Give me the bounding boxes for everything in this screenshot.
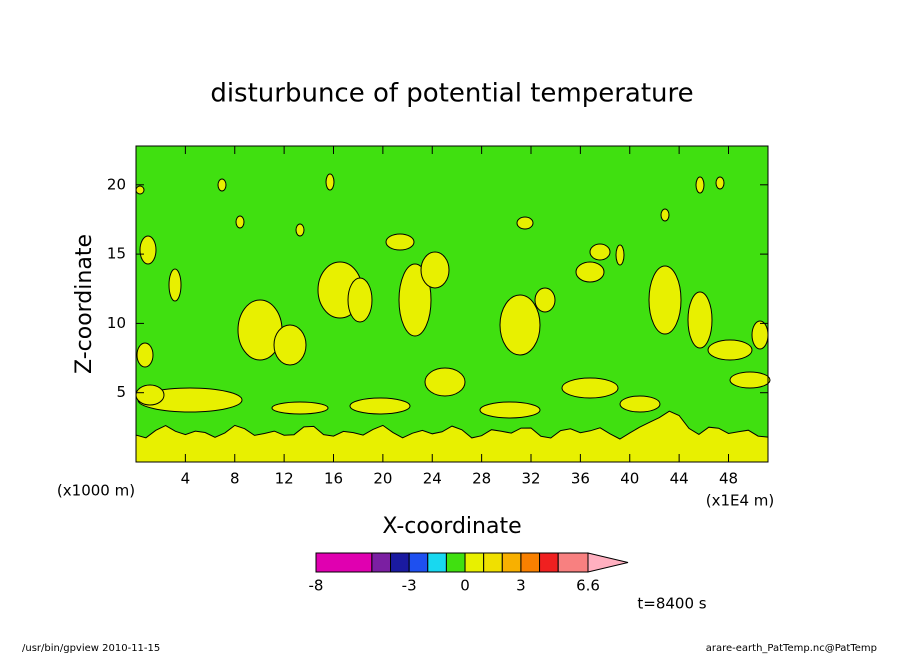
colorbar-extension [587,552,629,573]
x-tick-label: 8 [230,470,240,488]
colorbar-segment [557,552,589,573]
x-tick-label: 40 [620,470,639,488]
contour-region [217,178,227,192]
x-tick-label: 24 [423,470,442,488]
y-tick-label: 20 [107,175,126,193]
x-tick-label: 20 [373,470,392,488]
contour-region [751,320,769,350]
x-tick-label: 44 [670,470,689,488]
contour-region [347,277,373,323]
contour-region [325,173,335,191]
contour-region [295,223,305,237]
colorbar-tick-label: 6.6 [576,577,600,595]
x-axis-label: X-coordinate [382,514,521,539]
contour-region [619,395,661,413]
colorbar-segment [445,552,466,573]
colorbar-segment [464,552,485,573]
contour-region [235,215,245,229]
x-tick-label: 36 [571,470,590,488]
x-tick-label: 4 [181,470,191,488]
colorbar-tick-label: -3 [402,577,417,595]
contour-region [499,294,541,356]
contour-region [575,261,605,283]
contour-region [715,176,725,190]
colorbar-tick-label: 0 [460,577,470,595]
colorbar-segment [501,552,522,573]
contour-region [534,287,556,313]
y-tick-label: 15 [107,245,126,263]
contour-region [424,367,466,397]
colorbar-segment [315,552,373,573]
contour-region [420,251,450,289]
colorbar-segment [408,552,429,573]
footer-left: /usr/bin/gpview 2010-11-15 [22,643,160,654]
contour-region [687,291,713,349]
colorbar-segment [390,552,410,573]
contour-region [136,342,154,368]
colorbar-tick-label: 3 [516,577,526,595]
x-tick-label: 32 [521,470,540,488]
contour-region [398,263,432,337]
colorbar-segment [427,552,447,573]
contour-region [660,208,670,222]
plot-frame [135,145,769,463]
contour-region [139,235,157,265]
contour-region [648,265,682,335]
contour-region [589,243,611,261]
contour-region [707,339,753,361]
contour-region [615,244,625,266]
contour-region [516,216,534,230]
x-tick-label: 12 [275,470,294,488]
contour-region [729,371,771,389]
x-tick-label: 28 [472,470,491,488]
colorbar-segment [539,552,559,573]
contour-region [135,185,145,195]
y-axis-label: Z-coordinate [72,234,97,374]
y-tick-label: 5 [116,383,126,401]
colorbar-segment [483,552,503,573]
contour-region [273,324,307,366]
x-unit-label: (x1E4 m) [706,492,775,510]
footer-right: arare-earth_PatTemp.nc@PatTemp [706,643,877,654]
contour-region [349,397,411,415]
contour-region [561,377,619,399]
y-unit-label: (x1000 m) [57,482,135,500]
contour-region [168,268,182,302]
contour-region [135,384,165,406]
colorbar-segment [520,552,541,573]
x-tick-label: 16 [324,470,343,488]
contour-region [479,401,541,419]
contour-region [385,233,415,251]
contour-region [695,176,705,194]
y-tick-label: 10 [107,314,126,332]
contour-region [135,410,769,463]
annotation: t=8400 s [637,595,706,613]
chart-title: disturbunce of potential temperature [210,79,693,109]
contour-region [271,401,329,415]
colorbar-tick-label: -8 [309,577,324,595]
x-tick-label: 48 [719,470,738,488]
colorbar-segment [371,552,392,573]
